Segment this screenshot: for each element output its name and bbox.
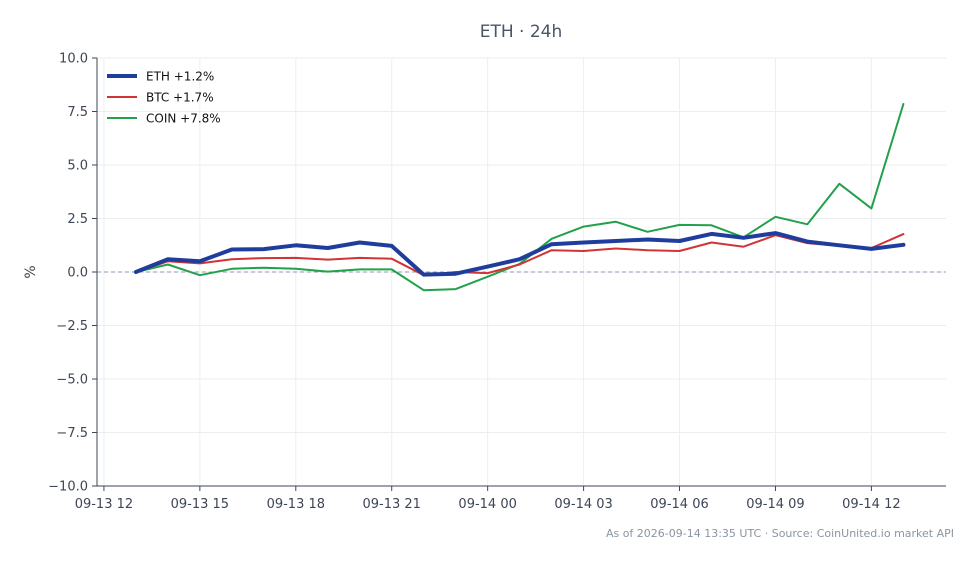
x-tick-label-6: 09-14 06: [650, 497, 708, 512]
chart-title: ETH · 24h: [480, 22, 563, 42]
y-axis-ticks: −10.0 −7.5 −5.0 −2.5 0.0 2.5 5.0 7.5 10.0: [48, 52, 97, 495]
y-tick-label-7: 7.5: [67, 105, 88, 120]
legend-label-0: ETH +1.2%: [146, 70, 214, 84]
y-tick-label-8: 10.0: [59, 52, 88, 67]
series-line-2: [134, 103, 905, 292]
x-tick-label-7: 09-14 09: [746, 497, 804, 512]
series-line-0: [133, 231, 906, 277]
x-tick-label-8: 09-14 12: [842, 497, 900, 512]
legend-label-2: COIN +7.8%: [146, 112, 221, 126]
footer-note: As of 2026-09-14 13:35 UTC · Source: Coi…: [606, 527, 954, 540]
y-tick-label-0: −10.0: [48, 480, 88, 495]
y-axis-label: %: [23, 265, 39, 278]
y-tick-label-1: −7.5: [56, 426, 88, 441]
y-tick-label-5: 2.5: [67, 212, 88, 227]
series-lines: [133, 103, 906, 292]
x-tick-label-0: 09-13 12: [75, 497, 133, 512]
x-axis-ticks: 09-13 12 09-13 15 09-13 18 09-13 21 09-14 00…: [75, 486, 901, 512]
x-tick-label-4: 09-14 00: [458, 497, 516, 512]
y-tick-label-6: 5.0: [67, 159, 88, 174]
legend-label-1: BTC +1.7%: [146, 91, 214, 105]
series-line-1: [134, 233, 905, 277]
y-tick-label-3: −2.5: [56, 319, 88, 334]
y-tick-label-2: −5.0: [56, 373, 88, 388]
x-tick-label-2: 09-13 18: [267, 497, 325, 512]
x-tick-label-1: 09-13 15: [171, 497, 229, 512]
y-tick-label-4: 0.0: [67, 266, 88, 281]
legend: ETH +1.2% BTC +1.7% COIN +7.8%: [107, 70, 221, 126]
x-tick-label-3: 09-13 21: [362, 497, 420, 512]
x-tick-label-5: 09-14 03: [554, 497, 612, 512]
